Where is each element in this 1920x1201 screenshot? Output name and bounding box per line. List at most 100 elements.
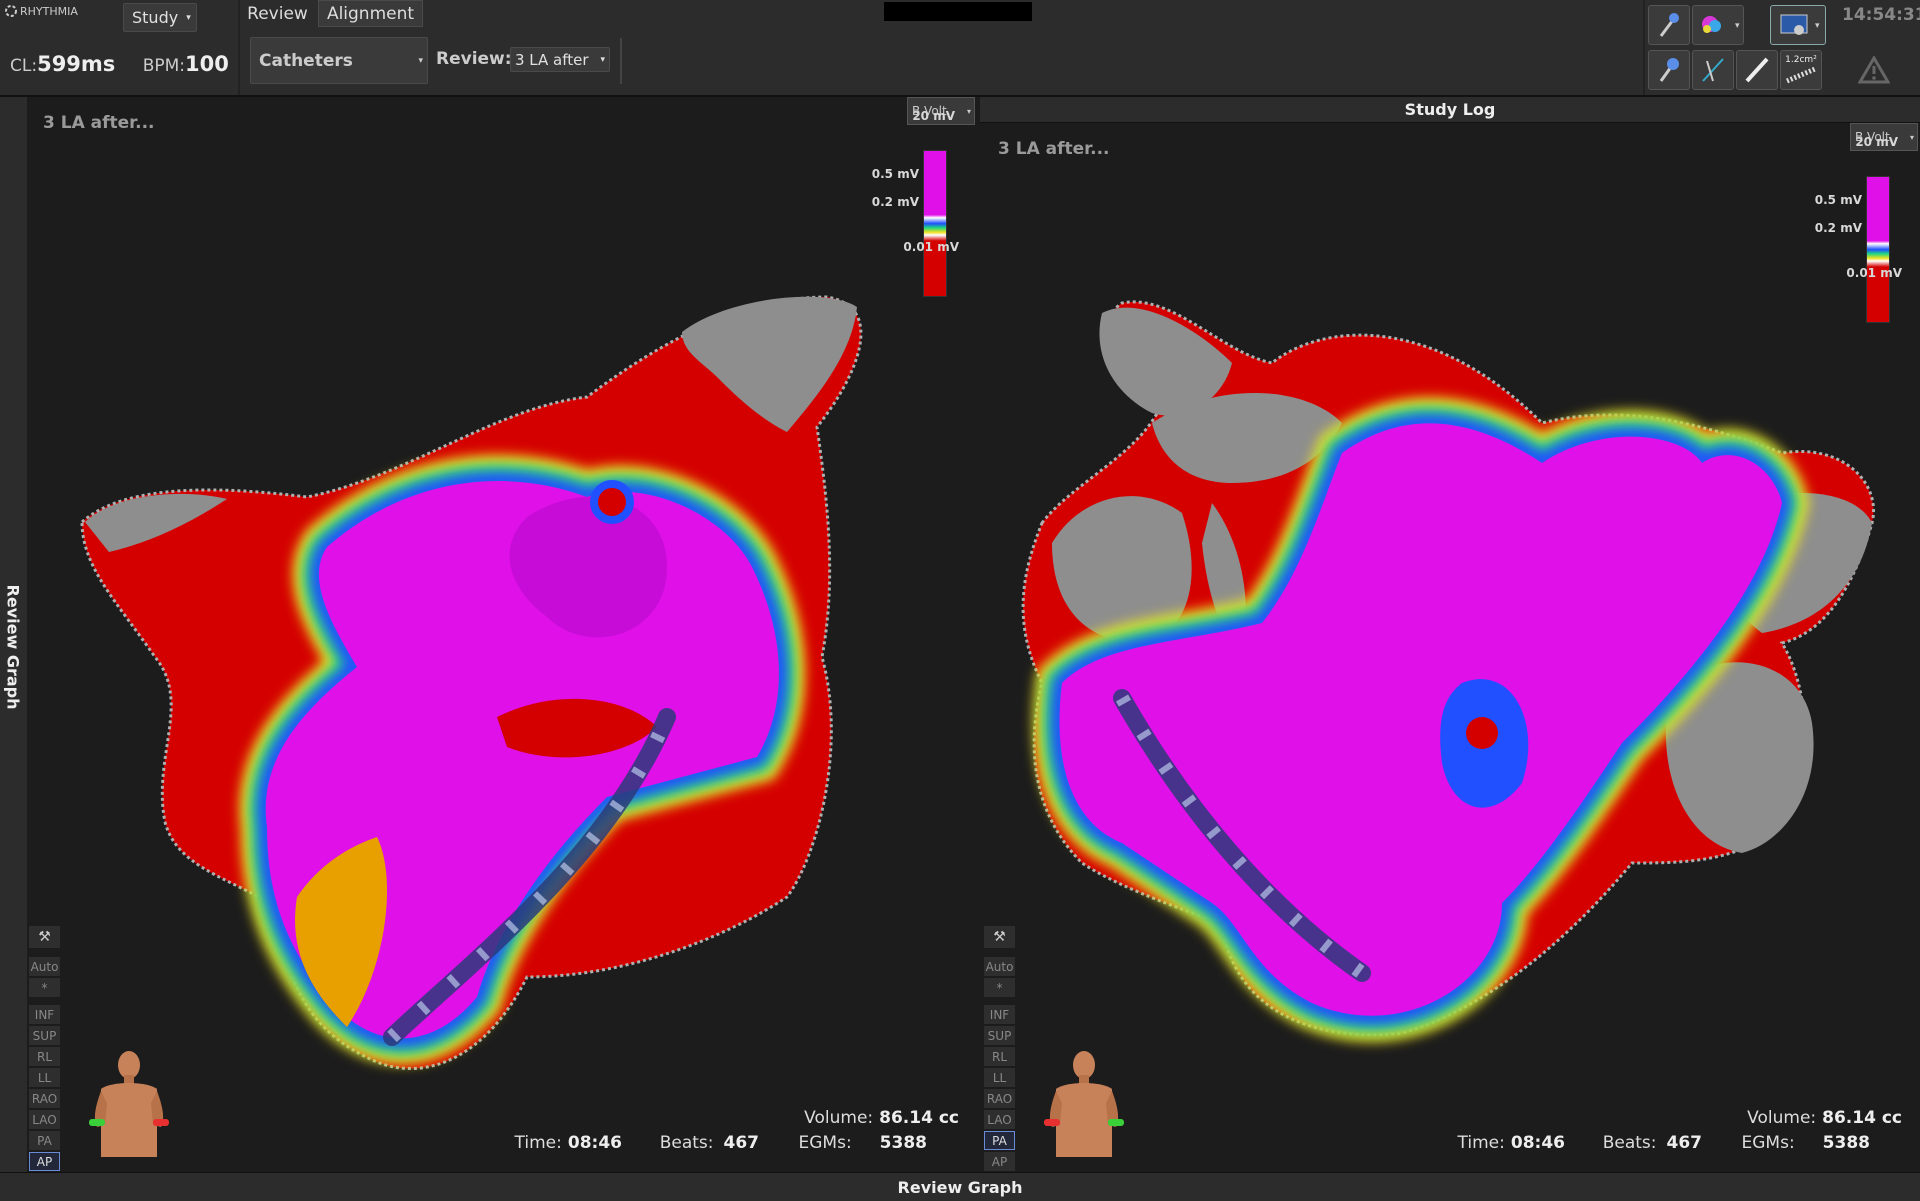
view-button[interactable]: Auto xyxy=(29,957,60,976)
tool-icon xyxy=(1786,66,1816,84)
dropdown-arrow: ▾ xyxy=(186,12,191,23)
map-panel[interactable]: 3 LA after... B.Volt. ▾ 20 mV 0.5 mV 0.2 mV 0.… xyxy=(982,123,1920,1172)
tool-display[interactable]: ▾ xyxy=(1770,5,1826,45)
view-button[interactable]: * xyxy=(984,978,1015,997)
side-tab[interactable]: Review Graph xyxy=(0,97,27,1172)
stat: EGMs: 5388 xyxy=(1742,1133,1871,1153)
tool-measure[interactable]: 1.2cm² xyxy=(1780,50,1822,90)
bottom-tab[interactable]: Review Graph xyxy=(0,1172,1920,1201)
stat-value: 86.14 cc xyxy=(1822,1108,1902,1128)
separator xyxy=(620,38,622,84)
view-button[interactable]: RAO xyxy=(984,1089,1015,1108)
voltage-scale-label: 0.2 mV xyxy=(871,195,919,209)
cycle-length: CL:599ms BPM:100 xyxy=(0,52,229,76)
side-tab-text: Review Graph xyxy=(3,584,23,710)
logo: RHYTHMIA xyxy=(4,4,78,18)
logo-icon xyxy=(5,5,17,17)
map-gray-region xyxy=(1052,496,1192,643)
view-button[interactable]: LAO xyxy=(984,1110,1015,1129)
view-button[interactable]: LL xyxy=(984,1068,1015,1087)
map-red-spot xyxy=(590,480,634,524)
voltage-scale-bar xyxy=(1866,176,1890,323)
view-button[interactable]: SUP xyxy=(984,1026,1015,1045)
map-gray-region xyxy=(1152,393,1342,483)
stat-value: 467 xyxy=(723,1133,760,1153)
map-mode-text: B.Volt. xyxy=(912,104,951,118)
cl-label: CL: xyxy=(10,56,38,76)
review-select-text: 3 LA after xyxy=(515,50,589,69)
stat: Time: 08:46 xyxy=(1458,1133,1565,1153)
map-gray-region xyxy=(85,493,227,552)
stat-value: 08:46 xyxy=(1510,1133,1565,1153)
tool-icon xyxy=(1702,58,1724,82)
view-button[interactable]: LL xyxy=(29,1068,60,1087)
map-gray-region xyxy=(1099,307,1232,416)
map-shading xyxy=(509,496,667,638)
stat: EGMs: 5388 xyxy=(799,1133,928,1153)
logo-text: RHYTHMIA xyxy=(20,4,78,18)
view-button[interactable]: PA xyxy=(29,1131,60,1150)
tab-alignment[interactable]: Alignment xyxy=(318,0,423,27)
view-button[interactable]: LAO xyxy=(29,1110,60,1129)
map-mode-text: B.Volt. xyxy=(1855,130,1894,144)
map-panel[interactable]: 3 LA after... B.Volt. ▾ 20 mV 0.5 mV 0.2 mV 0.… xyxy=(27,97,977,1172)
study-menu[interactable]: Study ▾ xyxy=(123,3,197,32)
map-yellow-region xyxy=(295,837,387,1027)
view-button[interactable]: SUP xyxy=(29,1026,60,1045)
stat-label: Volume: xyxy=(1747,1108,1817,1128)
view-button[interactable]: INF xyxy=(29,1005,60,1024)
view-button[interactable]: Auto xyxy=(984,957,1015,976)
catheters-text: Catheters xyxy=(259,50,353,71)
dropdown-arrow: ▾ xyxy=(966,106,971,116)
stat-value: 467 xyxy=(1666,1133,1703,1153)
study-menu-text: Study xyxy=(132,8,179,27)
panel-title: 3 LA after... xyxy=(43,113,155,133)
stat-value: 86.14 cc xyxy=(879,1108,959,1128)
voltage-scale-label: 20 mV xyxy=(912,109,955,123)
stat: Volume: 86.14 cc xyxy=(804,1108,959,1128)
view-button[interactable]: RAO xyxy=(29,1089,60,1108)
map-red-spot xyxy=(1466,717,1498,749)
stat-label: Time: xyxy=(514,1133,562,1153)
tool-button[interactable]: ⚒ xyxy=(984,926,1015,948)
view-button[interactable]: PA xyxy=(984,1131,1015,1150)
separator xyxy=(238,0,240,95)
view-button[interactable]: RL xyxy=(984,1047,1015,1066)
bpm-value: 100 xyxy=(185,52,229,76)
stat-label: Volume: xyxy=(804,1108,874,1128)
anatomy-map xyxy=(80,295,863,1071)
redacted-box xyxy=(884,2,1032,21)
voltage-scale-label: 0.5 mV xyxy=(871,167,919,181)
map-gray-region xyxy=(682,296,857,432)
view-button[interactable]: RL xyxy=(29,1047,60,1066)
anatomy-map xyxy=(1021,300,1875,1172)
map-mode-dropdown[interactable]: B.Volt. ▾ xyxy=(1850,123,1918,151)
tool-catheter[interactable] xyxy=(1648,5,1690,45)
tool-measure-label: 1.2cm² xyxy=(1785,55,1817,65)
tool-slice[interactable] xyxy=(1692,50,1734,90)
catheters-dropdown[interactable]: Catheters ▾ xyxy=(250,37,428,84)
map-mode-dropdown[interactable]: B.Volt. ▾ xyxy=(907,97,975,125)
view-button[interactable]: INF xyxy=(984,1005,1015,1024)
tool-button[interactable]: ⚒ xyxy=(29,926,60,948)
stat-label: Beats: xyxy=(659,1133,714,1153)
tool-map-colors[interactable]: ▾ xyxy=(1692,5,1744,45)
stat: Volume: 86.14 cc xyxy=(1747,1108,1902,1128)
view-button[interactable]: * xyxy=(29,978,60,997)
stat-value: 08:46 xyxy=(567,1133,622,1153)
cl-value: 599ms xyxy=(37,52,116,76)
study-log-header[interactable]: Study Log xyxy=(980,97,1920,123)
tab-review[interactable]: Review xyxy=(242,0,313,27)
view-button[interactable]: AP xyxy=(29,1152,60,1171)
tool-pin[interactable] xyxy=(1648,50,1690,90)
tool-icon: ▾ xyxy=(1702,16,1740,33)
clock: 14:54:31 xyxy=(1842,5,1920,25)
review-select[interactable]: 3 LA after ▾ xyxy=(510,47,610,72)
tool-pen[interactable] xyxy=(1736,50,1778,90)
stat: Beats: 467 xyxy=(1603,1133,1702,1153)
view-button[interactable]: AP xyxy=(984,1152,1015,1171)
voltage-scale-label: 20 mV xyxy=(1855,135,1898,149)
stat: Beats: 467 xyxy=(660,1133,759,1153)
bpm-label: BPM: xyxy=(142,56,186,76)
